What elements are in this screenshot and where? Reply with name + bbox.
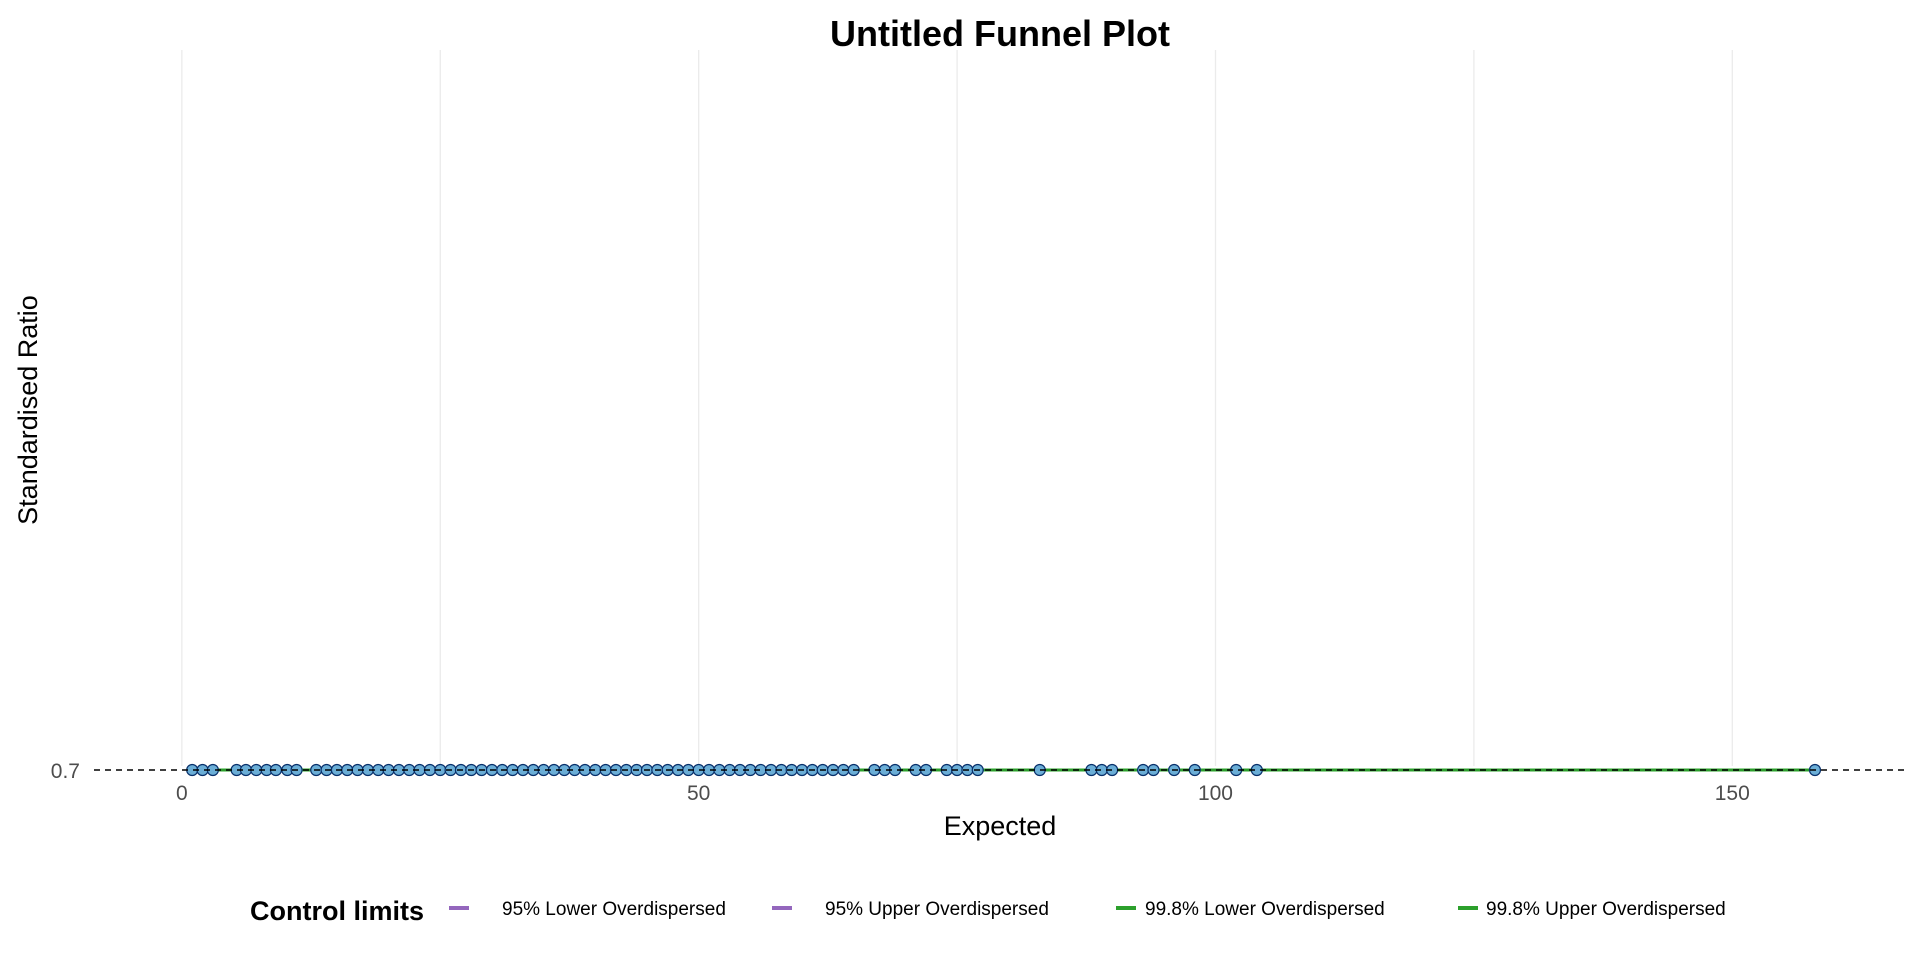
x-tick-label: 0 xyxy=(176,782,188,805)
y-tick-label: 0.7 xyxy=(51,760,80,783)
legend-label: 99.8% Lower Overdispersed xyxy=(1145,899,1385,920)
legend-title: Control limits xyxy=(250,896,424,926)
legend-label: 95% Upper Overdispersed xyxy=(825,899,1049,920)
legend: Control limits 95% Lower Overdispersed 95… xyxy=(250,896,1726,926)
x-tick-label: 150 xyxy=(1715,782,1750,805)
legend-label: 99.8% Upper Overdispersed xyxy=(1486,899,1726,920)
y-axis-title: Standardised Ratio xyxy=(13,295,43,525)
x-tick-label: 100 xyxy=(1198,782,1233,805)
axes: 0 50 100 150 0.7 xyxy=(51,760,1908,805)
chart-title: Untitled Funnel Plot xyxy=(830,13,1170,54)
legend-label: 95% Lower Overdispersed xyxy=(502,899,726,920)
grid-lines xyxy=(181,50,1733,766)
x-tick-label: 50 xyxy=(687,782,710,805)
x-axis-title: Expected xyxy=(944,811,1057,841)
